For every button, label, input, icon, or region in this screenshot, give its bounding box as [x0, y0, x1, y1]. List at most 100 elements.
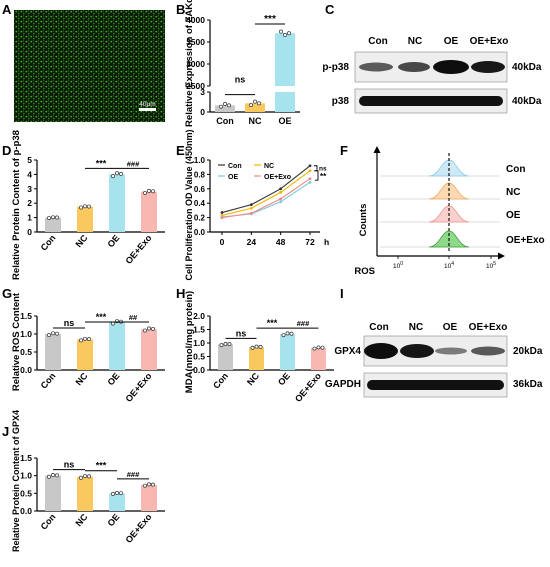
flow-x-tick-label: 105: [486, 261, 496, 270]
blot-i-lane-label: NC: [409, 322, 423, 333]
panel-letter-g: G: [2, 286, 12, 301]
chart-e-series-line: [221, 178, 311, 219]
chart-e-y-tick-label: 0.0: [194, 228, 206, 237]
chart-d-bar: [45, 217, 61, 232]
flow-x-tick-label: 104: [444, 261, 454, 270]
chart-g-point: [83, 336, 87, 341]
chart-e-y-tick-label: 1.0: [194, 156, 206, 165]
chart-e-sig-label: ns: [319, 166, 327, 173]
chart-e-point: [279, 200, 283, 204]
chart-e-x-tick-label: 24: [247, 237, 257, 247]
chart-b-sig-label: ns: [235, 75, 246, 85]
chart-g-sig-label: ##: [129, 313, 138, 322]
blot-band: [398, 62, 430, 72]
chart-b-x-tick-label: Con: [216, 116, 234, 126]
flow-sample-label: OE: [506, 210, 521, 221]
chart-g-y-tick-label: 1.0: [20, 329, 32, 339]
chart-h-point: [219, 343, 224, 348]
chart-h-point: [289, 331, 294, 336]
blot-c-band-label: p-p38: [322, 62, 349, 73]
chart-d-point: [79, 205, 83, 210]
blot-c-lane-label: OE: [444, 36, 459, 47]
blot-c-lane-label: Con: [368, 36, 387, 47]
panel-letter-e: E: [176, 143, 185, 158]
chart-b-bar: [275, 33, 295, 86]
chart-d-point: [87, 204, 91, 209]
flow-xlabel: ROS: [354, 266, 375, 277]
blot-i: Con NC OE OE+Exo GPX4 GAPDH 20kDa 36kDa: [325, 322, 543, 398]
blot-band: [364, 343, 398, 359]
chart-j-y-tick-label: 1.0: [20, 471, 32, 481]
blot-i-lane-label: Con: [369, 322, 388, 333]
blot-c-band-label: p38: [332, 96, 350, 107]
chart-e-point: [220, 211, 224, 214]
blot-i-band-label: GPX4: [334, 346, 361, 357]
chart-j-y-tick-label: 0.0: [20, 506, 32, 516]
chart-h: 0.0 0.5 1.0 1.5 2.0 Con NC OE OE+Exo ns *** ###: [193, 311, 334, 404]
chart-d: 0 1 2 3 4 5 Con NC OE OE+Exo *** ###: [27, 155, 165, 266]
chart-d-x-tick-label: NC: [74, 232, 90, 249]
chart-e-point: [249, 211, 253, 215]
chart-b-y-tick-label: 0: [200, 107, 205, 117]
chart-b-y-tick-label: 2500: [186, 81, 205, 91]
chart-b-point: [257, 101, 261, 106]
chart-e-legend-label: OE+Exo: [264, 174, 291, 181]
chart-e-point: [308, 164, 312, 168]
chart-h-y-tick-label: 0.5: [193, 352, 205, 362]
chart-h-point: [285, 331, 290, 336]
blot-i-band-label: GAPDH: [325, 379, 361, 390]
chart-d-point: [47, 216, 51, 220]
chart-j-y-tick-label: 1.5: [20, 453, 32, 463]
chart-e-series-line: [221, 165, 311, 214]
chart-d-x-tick-label: Con: [39, 233, 58, 253]
chart-e-y-tick-label: 0.4: [194, 199, 206, 208]
chart-h-y-tick-label: 2.0: [193, 311, 205, 321]
chart-e-x-tick-label: 48: [276, 237, 286, 247]
chart-e-y-tick-label: 0.8: [194, 170, 206, 179]
chart-j: 0.0 0.5 1.0 1.5 Con NC OE OE+Exo ns *** ###: [20, 453, 165, 545]
chart-j-bar: [109, 493, 125, 511]
scale-bar-label: 40μm: [139, 101, 155, 108]
chart-d-point: [51, 215, 55, 220]
chart-g-sig-label: ns: [64, 318, 75, 328]
chart-h-bar: [280, 334, 295, 370]
chart-h-bar: [249, 347, 264, 370]
chart-b-y-tick-label: 3500: [186, 37, 205, 47]
chart-j-point: [147, 482, 151, 487]
chart-h-point: [312, 346, 317, 351]
scale-bar: [139, 108, 156, 111]
blot-band: [400, 344, 434, 358]
chart-d-sig-label: ***: [96, 158, 107, 168]
chart-e-sig-label: **: [320, 172, 327, 181]
chart-j-ylabel: Relative Protein Content of GPX4: [11, 410, 21, 552]
chart-h-y-tick-label: 0.0: [193, 365, 205, 375]
chart-e-legend-label: Con: [228, 163, 242, 170]
chart-d-point: [83, 204, 87, 209]
blot-i-lane-label: OE+Exo: [469, 322, 508, 333]
chart-d-y-tick-label: 3: [27, 184, 32, 194]
chart-g-y-tick-label: 1.5: [20, 311, 32, 321]
chart-j-point: [79, 475, 83, 480]
chart-e-sig-bracket: [315, 170, 319, 181]
chart-b-ylabel: Relative Expression of ZAKα: [184, 0, 195, 127]
flow-f: Counts ROS Con NC OE OE+Exo 100 104 105: [354, 146, 545, 277]
chart-g-point: [143, 328, 147, 333]
chart-g-point: [47, 333, 51, 338]
blot-band: [359, 96, 503, 106]
chart-h-point: [281, 333, 286, 338]
chart-e-ylabel: Cell Proliferation OD Value (450nm): [184, 129, 194, 280]
chart-g-x-tick-label: OE+Exo: [124, 370, 154, 403]
chart-h-point: [254, 344, 259, 349]
blot-i-lane-label: OE: [443, 322, 458, 333]
chart-b-point: [287, 31, 291, 36]
chart-e-sig-bracket: [314, 165, 318, 172]
chart-e-point: [249, 203, 253, 207]
chart-b-point: [227, 103, 231, 108]
chart-e-point: [308, 169, 312, 173]
chart-h-x-tick-label: NC: [245, 370, 261, 387]
arrow-icon: [373, 146, 381, 153]
chart-d-bar: [141, 191, 157, 232]
panel-letter-c: C: [325, 2, 335, 17]
chart-d-point: [119, 171, 123, 176]
